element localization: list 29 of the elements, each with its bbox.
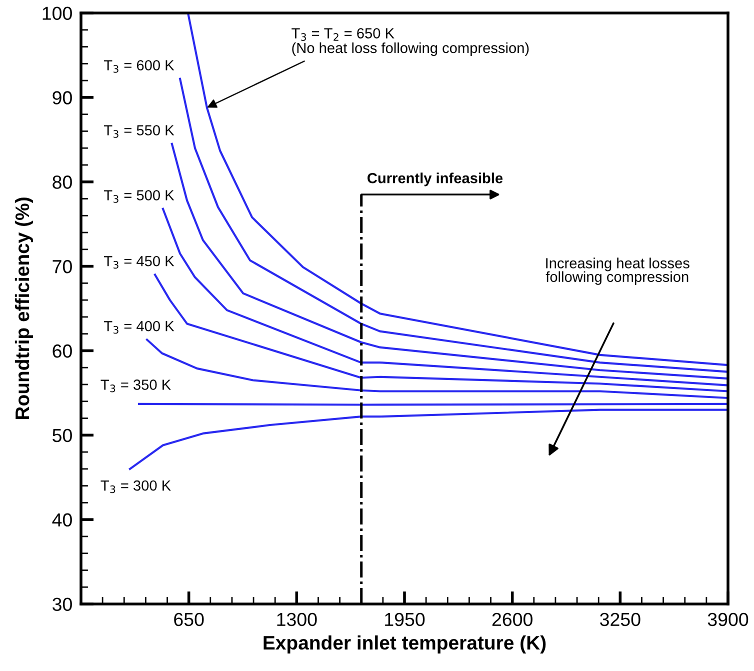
series-label: T$_{3}$ = 350 K [100, 380, 171, 392]
annotation: Increasing heat losses following compression [546, 258, 690, 285]
x-tick-label: 3900 [708, 612, 748, 626]
line-series [178, 78, 728, 373]
y-tick-label: 70 [52, 260, 72, 274]
y-tick-label: 40 [52, 513, 72, 527]
y-tick-label: 80 [52, 176, 72, 189]
series-label: T$_{3}$ = 550 K [104, 125, 174, 138]
y-axis-title: Roundtrip efficiency (%) [14, 198, 34, 419]
x-tick-label: 650 [174, 612, 204, 626]
y-tick-label: 100 [42, 6, 72, 20]
y-tick-label: 30 [52, 598, 72, 611]
y-tick-label: 50 [52, 428, 72, 442]
line-series [128, 408, 728, 470]
series-label: T$_{3}$ = 300 K [100, 480, 171, 494]
x-tick-label: 3250 [600, 612, 640, 626]
series-label: T$_{3}$ = 400 K [104, 320, 174, 334]
y-tick-label: 60 [52, 344, 72, 358]
annotation: Currently infeasible [368, 172, 503, 186]
x-tick-label: 1300 [277, 612, 317, 626]
x-axis-title: Expander inlet temperature (K) [264, 635, 546, 654]
series-label: T$_{3}$ = 500 K [104, 190, 174, 203]
annotation: T$_{3}$ = T$_{2}$ = 650 K (No heat loss following compression) [292, 28, 529, 56]
series-label: T$_{3}$ = 600 K [104, 60, 174, 73]
y-tick-label: 90 [52, 91, 72, 104]
series-label: T$_{3}$ = 450 K [104, 256, 174, 269]
x-tick-label: 1950 [385, 612, 425, 626]
x-tick-label: 2600 [492, 612, 532, 626]
line-series [186, 13, 728, 366]
